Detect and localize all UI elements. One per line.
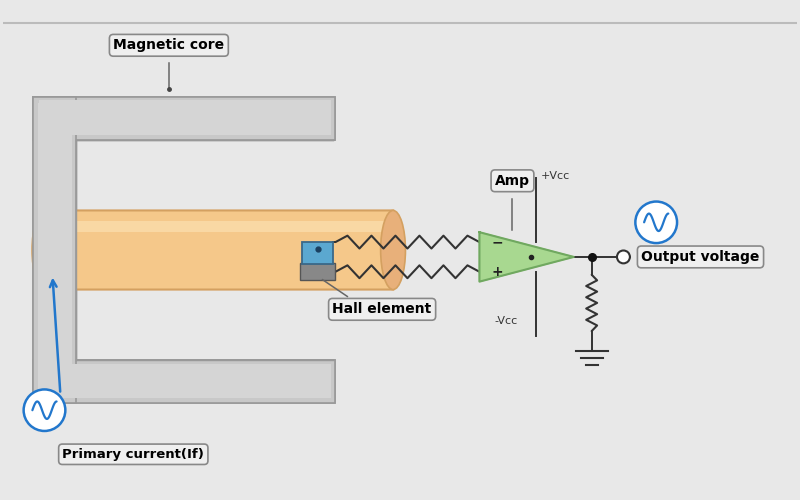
Bar — [38, 100, 331, 136]
Ellipse shape — [32, 210, 57, 290]
Text: +Vcc: +Vcc — [541, 171, 570, 181]
Bar — [50, 221, 388, 232]
Bar — [33, 96, 76, 404]
Bar — [33, 360, 335, 404]
Text: Hall element: Hall element — [333, 302, 432, 316]
Bar — [38, 102, 72, 398]
Ellipse shape — [381, 210, 406, 290]
Text: +: + — [491, 265, 503, 279]
Text: Output voltage: Output voltage — [642, 250, 760, 264]
Text: −: − — [491, 235, 503, 249]
Circle shape — [24, 390, 66, 431]
Text: Magnetic core: Magnetic core — [114, 38, 225, 52]
Bar — [33, 96, 335, 140]
Bar — [76, 140, 334, 360]
Bar — [38, 102, 72, 398]
Bar — [38, 364, 331, 398]
Text: Primary current(If): Primary current(If) — [62, 448, 204, 461]
Bar — [300, 263, 335, 280]
Circle shape — [617, 250, 630, 264]
Bar — [38, 100, 331, 136]
Bar — [33, 360, 335, 404]
Text: Amp: Amp — [495, 174, 530, 188]
Text: -Vcc: -Vcc — [494, 316, 518, 326]
Bar — [302, 242, 334, 264]
Bar — [38, 364, 331, 398]
Circle shape — [635, 202, 677, 243]
Polygon shape — [479, 232, 574, 281]
Bar — [33, 96, 335, 140]
FancyBboxPatch shape — [45, 210, 393, 290]
Bar — [33, 96, 76, 404]
